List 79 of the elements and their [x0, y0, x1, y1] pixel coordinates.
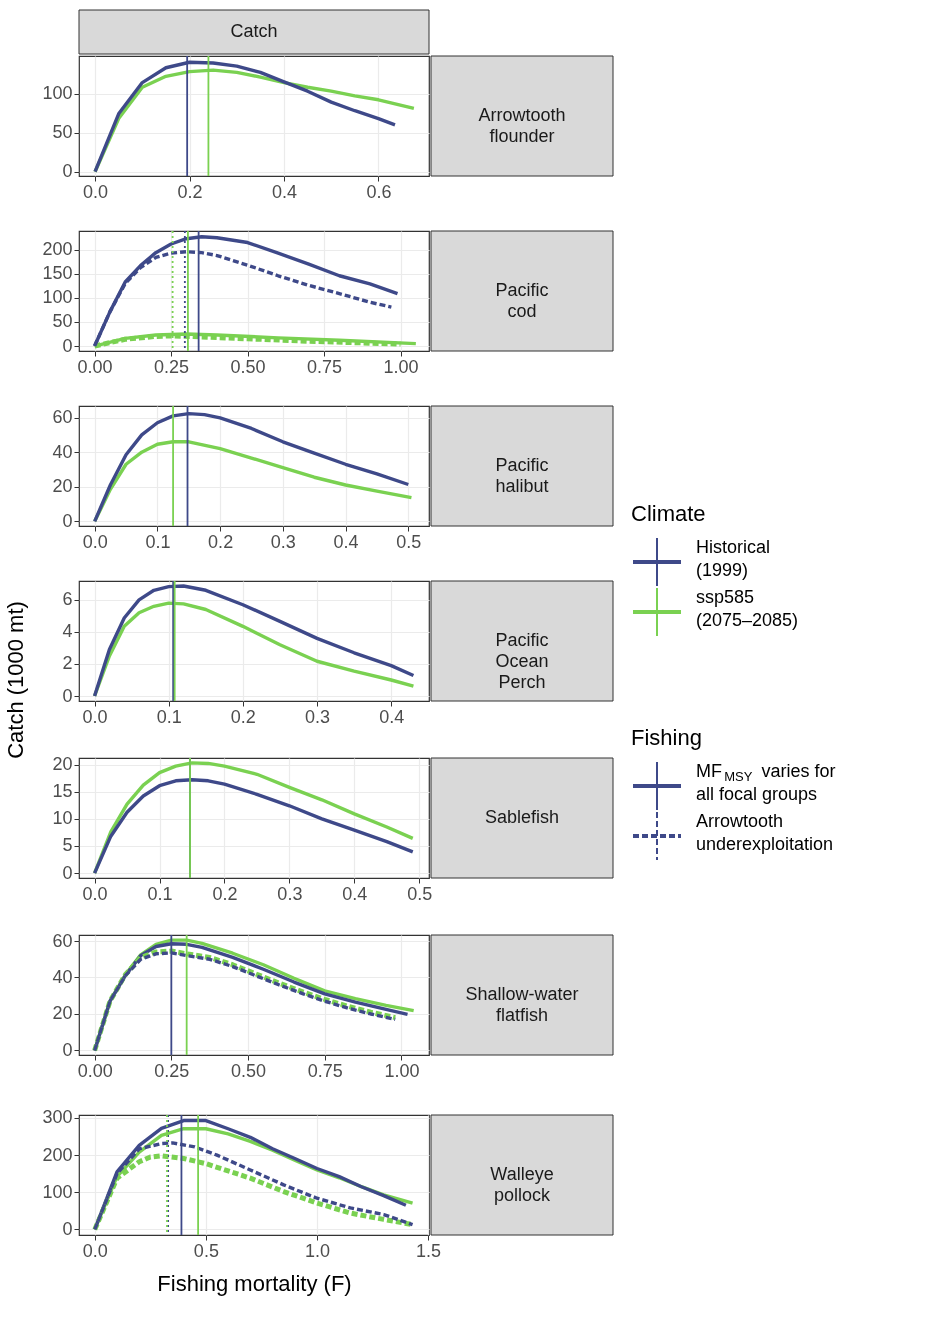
text: Pacific halibut: [495, 455, 549, 496]
y-tick-label: 0: [62, 1218, 73, 1239]
text: Pacific cod: [495, 280, 549, 321]
x-tick-label: 0.2: [230, 706, 256, 727]
x-tick-label: 0.2: [177, 181, 203, 202]
y-tick-label: 0: [62, 161, 73, 182]
x-tick-label: 0.1: [147, 883, 173, 904]
x-tick-label: 0.00: [77, 356, 113, 377]
x-tick-label: 0.4: [271, 181, 298, 202]
legend-label: Arrowtooth underexploitation: [696, 811, 834, 854]
y-tick-label: 10: [52, 808, 73, 829]
x-tick-label: 0.4: [333, 531, 359, 552]
y-tick-label: 200: [42, 239, 73, 260]
y-tick-label: 20: [52, 476, 73, 497]
y-tick-label: 100: [42, 287, 73, 308]
y-tick-label: 20: [52, 754, 73, 775]
y-tick-label: 0: [62, 335, 73, 356]
text: Walleye pollock: [490, 1164, 554, 1205]
y-tick-label: 40: [52, 966, 73, 987]
text: Pacific Ocean Perch: [495, 630, 549, 692]
text: Sablefish: [484, 807, 560, 827]
y-tick-label: 60: [52, 930, 73, 951]
legend-label: Historical (1999): [696, 537, 771, 580]
x-tick-label: 0.25: [154, 356, 190, 377]
y-tick-label: 4: [62, 621, 73, 642]
x-tick-label: 1.00: [383, 356, 419, 377]
chart-title: Catch: [230, 21, 278, 41]
x-tick-label: 0.4: [379, 706, 405, 727]
y-tick-label: 0: [62, 510, 73, 531]
y-tick-label: 5: [62, 835, 73, 856]
legend-title: Fishing: [631, 725, 702, 750]
x-tick-label: 0.2: [208, 531, 234, 552]
x-tick-label: 0.5: [193, 1240, 219, 1261]
x-tick-label: 1.00: [384, 1060, 420, 1081]
y-tick-label: 40: [52, 441, 73, 462]
y-tick-label: 100: [42, 83, 73, 104]
y-tick-label: 0: [62, 685, 73, 706]
x-tick-label: 0.0: [82, 1240, 108, 1261]
x-tick-label: 0.5: [396, 531, 422, 552]
x-tick-label: 0.0: [83, 181, 109, 202]
y-tick-label: 0: [62, 862, 73, 883]
legend-title: Climate: [631, 501, 706, 526]
y-tick-label: 200: [42, 1144, 73, 1165]
x-tick-label: 0.3: [270, 531, 296, 552]
x-tick-label: 0.1: [156, 706, 182, 727]
x-tick-label: 0.4: [342, 883, 368, 904]
x-tick-label: 0.50: [230, 1060, 267, 1081]
y-tick-label: 300: [42, 1107, 73, 1128]
y-axis-title: Catch (1000 mt): [3, 601, 28, 759]
x-tick-label: 0.50: [230, 356, 266, 377]
x-tick-label: 0.00: [77, 1060, 113, 1081]
x-axis-title: Fishing mortality (F): [157, 1270, 352, 1296]
y-tick-label: 15: [52, 781, 73, 802]
x-tick-label: 0.75: [307, 1060, 343, 1081]
x-tick-label: 0.75: [307, 356, 343, 377]
y-tick-label: 20: [52, 1003, 73, 1024]
x-tick-label: 0.0: [82, 706, 108, 727]
x-tick-label: 0.6: [366, 181, 392, 202]
y-tick-label: 50: [52, 311, 73, 332]
x-tick-label: 0.25: [154, 1060, 190, 1081]
text: Shallow-water flatfish: [465, 984, 579, 1025]
y-tick-label: 150: [42, 263, 73, 284]
legend-label: ssp585 (2075–2085): [696, 587, 799, 630]
text: Arrowtooth flounder: [478, 105, 566, 146]
y-tick-label: 0: [62, 1039, 73, 1060]
x-tick-label: 1.5: [416, 1240, 442, 1261]
y-tick-label: 50: [52, 122, 73, 143]
x-tick-label: 0.0: [82, 531, 108, 552]
x-tick-label: 0.3: [305, 706, 331, 727]
x-tick-label: 0.2: [212, 883, 238, 904]
x-tick-label: 0.1: [145, 531, 171, 552]
x-tick-label: 1.0: [304, 1240, 331, 1261]
y-tick-label: 2: [62, 653, 73, 674]
y-tick-label: 60: [52, 407, 73, 428]
x-tick-label: 0.0: [82, 883, 108, 904]
x-tick-label: 0.5: [407, 883, 433, 904]
y-tick-label: 100: [42, 1181, 73, 1202]
x-tick-label: 0.3: [277, 883, 303, 904]
y-tick-label: 6: [62, 589, 73, 610]
